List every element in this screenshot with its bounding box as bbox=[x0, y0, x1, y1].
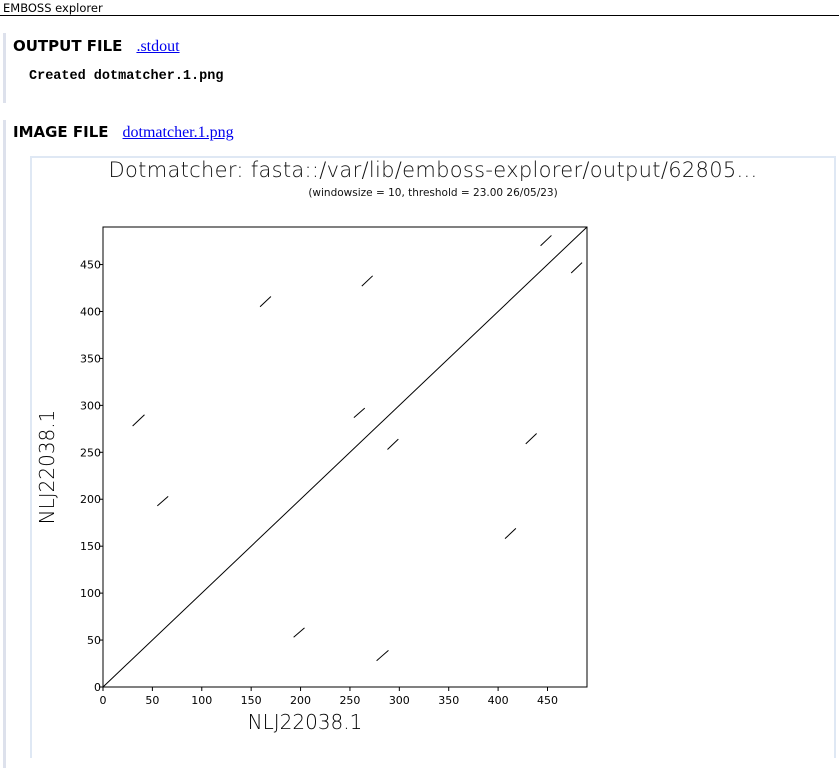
y-tick-label: 50 bbox=[87, 634, 101, 647]
dot-match-segment bbox=[259, 296, 272, 308]
y-tick-label: 300 bbox=[80, 399, 101, 412]
x-tick-label: 400 bbox=[488, 694, 509, 707]
y-tick-label: 250 bbox=[80, 446, 101, 459]
dot-match-segment bbox=[156, 496, 169, 507]
x-tick-label: 150 bbox=[241, 694, 262, 707]
main-diagonal-match bbox=[102, 226, 588, 688]
x-tick-label: 100 bbox=[191, 694, 212, 707]
y-axis-label: NLJ22038.1 bbox=[35, 410, 59, 525]
image-file-link[interactable]: dotmatcher.1.png bbox=[122, 124, 234, 141]
image-file-section: IMAGE FILE dotmatcher.1.png Dotmatcher: … bbox=[3, 120, 839, 768]
plot-frame bbox=[102, 226, 588, 688]
output-file-section: OUTPUT FILE .stdout Created dotmatcher.1… bbox=[3, 33, 839, 103]
x-tick-label: 0 bbox=[100, 694, 107, 707]
dot-match-segment bbox=[525, 433, 537, 445]
output-file-content: Created dotmatcher.1.png bbox=[29, 69, 224, 84]
dot-match-segment bbox=[132, 414, 145, 427]
app-title-bar: EMBOSS explorer bbox=[0, 0, 839, 16]
y-tick-label: 350 bbox=[80, 352, 101, 365]
x-tick-label: 250 bbox=[339, 694, 360, 707]
x-tick-label: 300 bbox=[389, 694, 410, 707]
dotplot-chart: 0 50 100 150 200 250 300 350 400 450 0 50 100 150 200 2… bbox=[35, 226, 588, 734]
x-tick-label: 350 bbox=[438, 694, 459, 707]
chart-subtitle: (windowsize = 10, threshold = 23.00 26/0… bbox=[308, 187, 558, 199]
dot-match-segment bbox=[361, 275, 374, 287]
dot-match-segment bbox=[504, 527, 517, 540]
y-tick-label: 150 bbox=[80, 540, 101, 553]
y-tick-label: 450 bbox=[80, 259, 101, 272]
output-file-label: OUTPUT FILE bbox=[13, 37, 123, 55]
chart-title: Dotmatcher: fasta::/var/lib/emboss-explo… bbox=[108, 158, 758, 182]
stdout-link[interactable]: .stdout bbox=[136, 38, 180, 55]
dotplot-image: Dotmatcher: fasta::/var/lib/emboss-explo… bbox=[30, 156, 836, 758]
output-file-header: OUTPUT FILE .stdout bbox=[13, 37, 180, 56]
x-axis-label: NLJ22038.1 bbox=[248, 710, 363, 734]
dot-match-segment bbox=[376, 650, 389, 662]
y-tick-label: 100 bbox=[80, 587, 101, 600]
x-tick-label: 50 bbox=[145, 694, 159, 707]
y-tick-label: 0 bbox=[94, 681, 101, 694]
dot-match-segment bbox=[540, 235, 552, 247]
dot-match-segment bbox=[570, 262, 583, 274]
image-file-label: IMAGE FILE bbox=[13, 123, 109, 141]
x-tick-label: 450 bbox=[537, 694, 558, 707]
app-title: EMBOSS explorer bbox=[3, 1, 103, 15]
dot-match-segment bbox=[387, 438, 399, 450]
y-tick-label: 200 bbox=[80, 493, 101, 506]
x-tick-label: 200 bbox=[290, 694, 311, 707]
y-tick-label: 400 bbox=[80, 305, 101, 318]
dot-match-segment bbox=[353, 407, 366, 418]
image-file-header: IMAGE FILE dotmatcher.1.png bbox=[13, 123, 234, 142]
dot-match-segment bbox=[293, 627, 305, 638]
